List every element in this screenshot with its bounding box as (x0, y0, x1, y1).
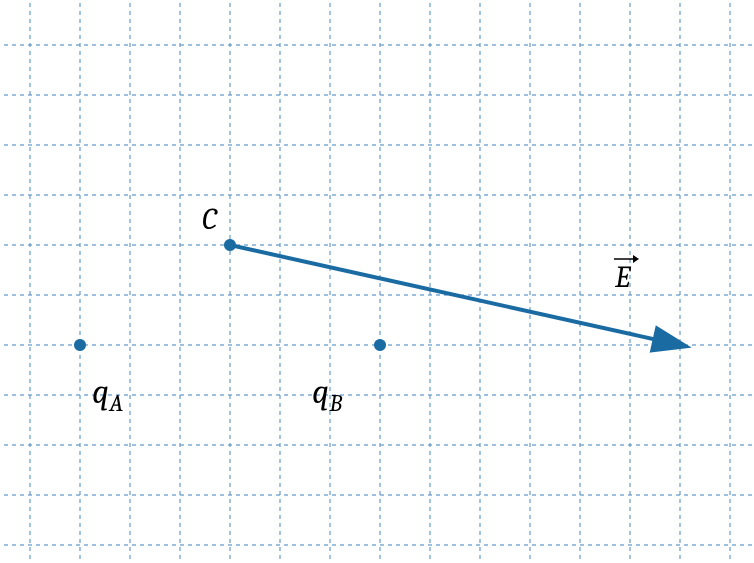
label-qA-sub: A (109, 390, 123, 417)
label-C: C (202, 202, 217, 237)
point-qA (74, 339, 86, 351)
point-C (224, 239, 236, 251)
vector-arrow-over-icon (613, 254, 639, 264)
label-E: E (615, 260, 630, 295)
label-qB-sub: B (329, 390, 342, 417)
label-qB-base: q (312, 372, 329, 412)
point-qB (374, 339, 386, 351)
label-C-text: C (202, 202, 217, 237)
grid (0, 0, 754, 563)
diagram-canvas (0, 0, 754, 563)
label-qA: qA (92, 372, 123, 417)
label-qA-base: q (92, 372, 109, 412)
label-E-text: E (615, 260, 630, 295)
label-qB: qB (312, 372, 342, 417)
